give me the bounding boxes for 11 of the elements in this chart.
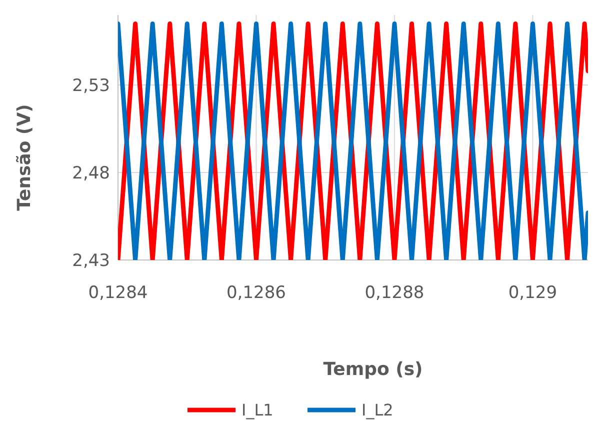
y-tick-label: 2,53 [72, 76, 110, 96]
legend-label: I_L1 [242, 400, 274, 420]
legend-label: I_L2 [362, 400, 394, 420]
y-tick-label: 2,48 [72, 163, 110, 184]
x-tick-label: 0,1288 [364, 283, 424, 303]
x-tick-label: 0,1286 [226, 283, 286, 303]
x-tick-label: 0,129 [508, 283, 558, 303]
y-axis-title: Tensão (V) [14, 104, 35, 211]
x-tick-label: 0,1284 [88, 283, 148, 303]
y-tick-label: 2,43 [72, 250, 110, 271]
x-axis-title: Tempo (s) [323, 359, 423, 380]
